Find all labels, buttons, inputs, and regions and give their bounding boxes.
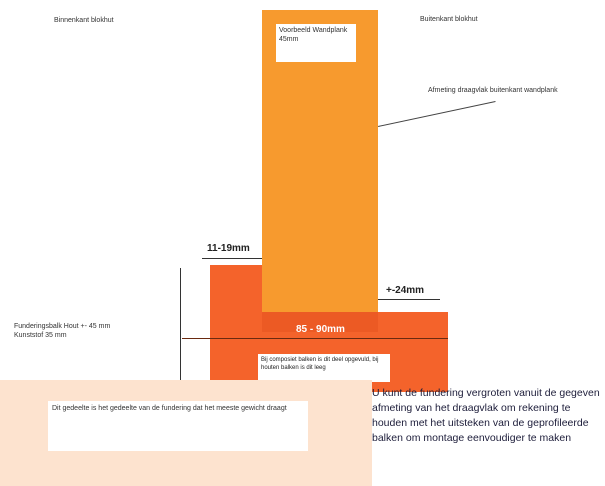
bottom-note: Dit gedeelte is het gedeelte van de fund… bbox=[48, 401, 308, 451]
dimension-outer-offset: +-24mm bbox=[386, 285, 425, 296]
advice-text: U kunt de fundering vergroten vanuit de … bbox=[372, 387, 600, 444]
foundation-inner-step bbox=[210, 265, 262, 313]
dimension-line-outer bbox=[378, 299, 440, 300]
label-inside: Binnenkant blokhut bbox=[54, 17, 114, 24]
bearing-leader-line bbox=[378, 101, 496, 127]
dimension-line-inner bbox=[202, 258, 262, 259]
vertical-guide-line bbox=[180, 268, 181, 388]
label-outside: Buitenkant blokhut bbox=[420, 16, 478, 23]
dimension-foundation-width: 85 - 90mm bbox=[296, 324, 345, 335]
foundation-bearing-area bbox=[262, 312, 378, 332]
foundation-midline bbox=[182, 338, 448, 339]
dimension-inner-offset: 11-19mm bbox=[207, 243, 250, 254]
label-bearing-surface: Afmeting draagvlak buitenkant wandplank bbox=[428, 87, 558, 94]
foundation-note: Bij composiet balken is dit deel opgevul… bbox=[258, 354, 390, 382]
label-foundation-beam: Funderingsbalk Hout +- 45 mm Kunststof 3… bbox=[14, 323, 111, 339]
plank-example-label: Voorbeeld Wandplank 45mm bbox=[276, 24, 356, 62]
